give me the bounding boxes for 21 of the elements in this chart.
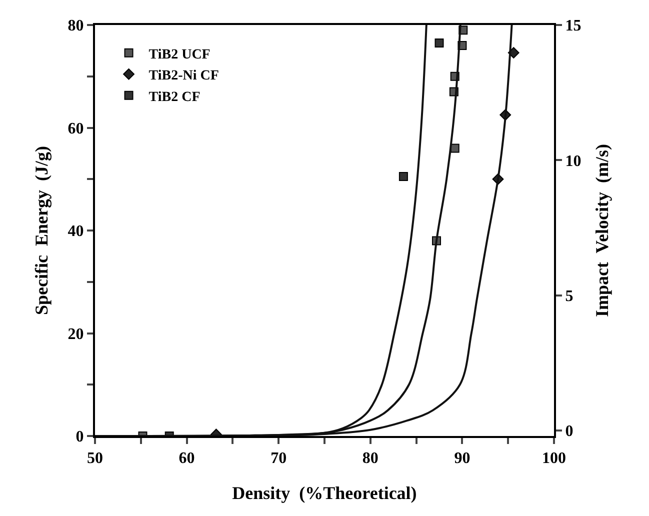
y-tick-label: 80	[68, 18, 84, 35]
y-axis-title: Specific Energy (J/g)	[32, 146, 52, 315]
legend-label: TiB2 UCF	[148, 47, 210, 62]
x-tick-label: 90	[454, 450, 470, 468]
legend-label: TiB2-Ni CF	[148, 68, 219, 84]
y2-axis-title: Impact Velocity (m/s)	[592, 144, 612, 317]
x-axis-title: Density (%Theoretical)	[232, 482, 417, 503]
x-tick-label: 50	[87, 450, 103, 468]
y-tick-label: 60	[68, 120, 84, 138]
y-tick-label: 40	[68, 223, 84, 240]
y2-tick-label: 15	[565, 18, 582, 35]
y-tick-label: 0	[76, 428, 84, 446]
x-tick-label: 100	[542, 450, 566, 468]
y-tick-label: 20	[68, 326, 84, 343]
x-tick-label: 60	[178, 450, 195, 468]
y2-tick-label: 5	[565, 288, 574, 305]
y2-tick-label: 0	[565, 423, 574, 440]
y2-tick-label: 10	[565, 152, 582, 170]
x-tick-label: 80	[362, 450, 378, 468]
legend-label: TiB2 CF	[148, 90, 200, 105]
x-tick-label: 70	[270, 450, 287, 468]
